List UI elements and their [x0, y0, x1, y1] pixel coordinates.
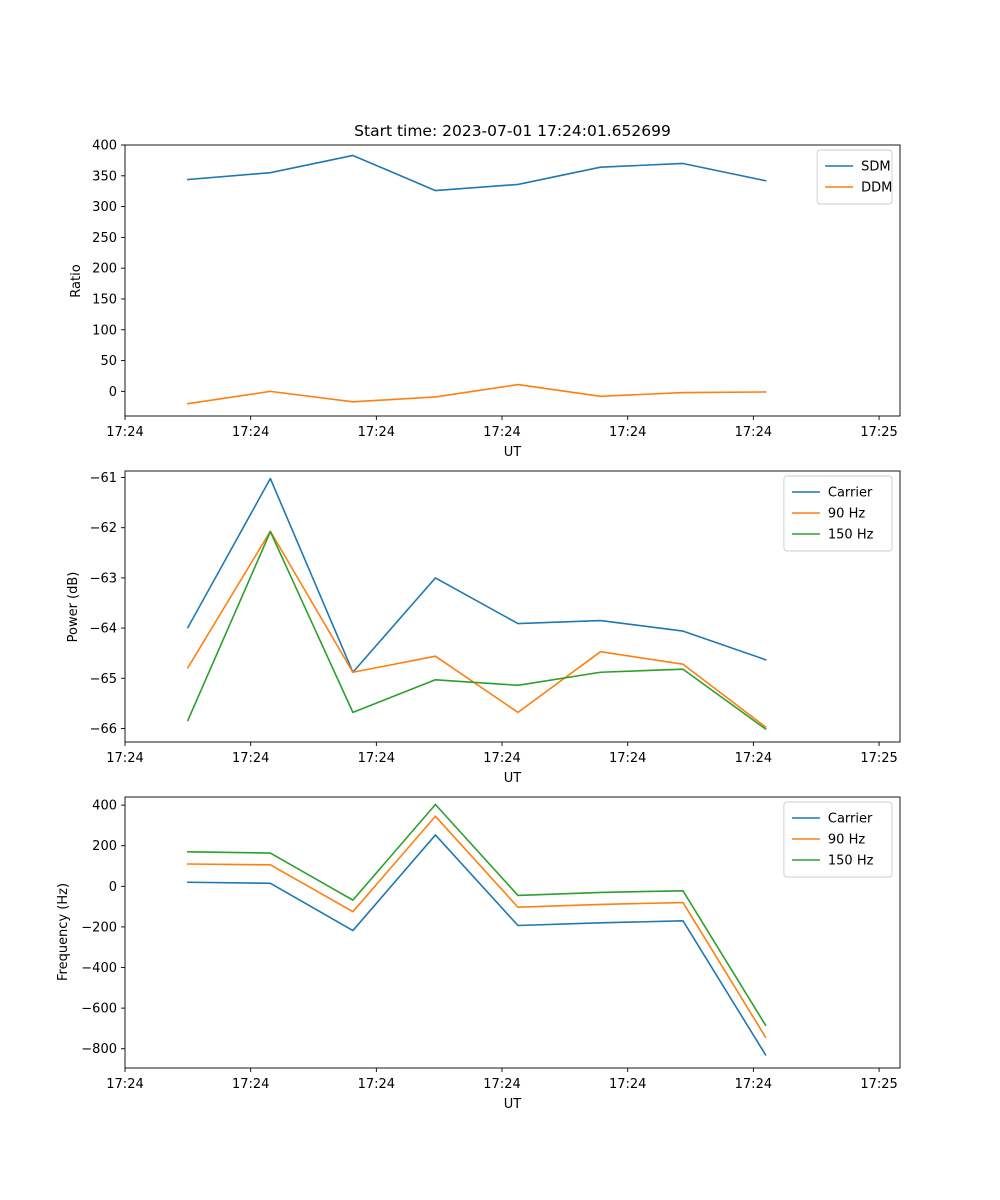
y-tick-label: 250 [92, 231, 117, 246]
series-line-90-hz [186, 530, 767, 729]
y-tick-label: 50 [100, 354, 117, 369]
y-axis-label: Power (dB) [66, 572, 81, 643]
frequency-series-lines [187, 803, 767, 1056]
y-tick-label: −61 [90, 471, 117, 486]
series-line-carrier [187, 834, 767, 1056]
x-tick-label: 17:24 [232, 751, 269, 766]
x-tick-label: 17:24 [735, 751, 772, 766]
x-tick-label: 17:24 [483, 1077, 520, 1092]
x-axis-label: UT [504, 445, 522, 460]
y-tick-label: 0 [109, 880, 117, 895]
x-tick-label: 17:24 [483, 425, 520, 440]
y-tick-label: 150 [92, 292, 117, 307]
ratio-series-lines [186, 154, 767, 405]
y-tick-label: 200 [92, 262, 117, 277]
y-tick-label: −63 [90, 571, 117, 586]
y-tick-label: −66 [90, 722, 117, 737]
legend-label: SDM [861, 160, 890, 175]
y-tick-label: −65 [90, 672, 117, 687]
power-legend: Carrier 90 Hz 150 Hz [783, 475, 893, 552]
y-tick-label: 400 [92, 799, 117, 814]
series-line-150-hz [186, 530, 767, 731]
y-tick-label: −62 [90, 521, 117, 536]
x-tick-label: 17:24 [358, 425, 395, 440]
legend-label: 150 Hz [828, 528, 874, 543]
series-line-150-hz [187, 803, 767, 1027]
x-tick-label: 17:24 [483, 751, 520, 766]
chart-title: Start time: 2023-07-01 17:24:01.652699 [354, 122, 671, 140]
y-axis-label: Ratio [69, 264, 84, 297]
plot-frame [124, 796, 901, 1069]
power-axis-ticks: 17:24 17:24 17:24 17:24 17:24 17:24 17:25 −66 −6… [90, 471, 898, 766]
y-tick-label: 300 [92, 200, 117, 215]
x-tick-label: 17:24 [735, 1077, 772, 1092]
legend-label: 90 Hz [828, 507, 865, 522]
x-tick-label: 17:24 [609, 425, 646, 440]
legend-label: Carrier [828, 812, 873, 827]
power-panel: UT Power (dB) 17:24 17:24 17:24 17:24 17:24 1… [66, 470, 901, 786]
x-tick-label: 17:24 [609, 1077, 646, 1092]
y-axis-label: Frequency (Hz) [56, 883, 71, 981]
y-tick-label: 400 [92, 139, 117, 154]
x-tick-label: 17:24 [358, 751, 395, 766]
ratio-panel: Start time: 2023-07-01 17:24:01.652699 U… [69, 122, 901, 460]
y-tick-label: −800 [81, 1042, 117, 1057]
y-tick-label: −200 [81, 920, 117, 935]
legend-box [816, 149, 893, 205]
y-tick-label: −64 [90, 622, 117, 637]
x-tick-label: 17:24 [232, 1077, 269, 1092]
plot-frame [124, 470, 901, 743]
power-series-lines [186, 477, 767, 731]
legend-label: 90 Hz [828, 833, 865, 848]
x-axis-label: UT [504, 771, 522, 786]
x-tick-label: 17:25 [860, 425, 897, 440]
ratio-axis-ticks: 17:24 17:24 17:24 17:24 17:24 17:24 17:25 0 50 10… [92, 139, 898, 441]
y-tick-label: −600 [81, 1002, 117, 1017]
y-tick-label: 100 [92, 323, 117, 338]
x-tick-label: 17:24 [735, 425, 772, 440]
frequency-axis-ticks: 17:24 17:24 17:24 17:24 17:24 17:24 17:25 −800 −… [81, 799, 898, 1092]
frequency-panel: UT Frequency (Hz) 17:24 17:24 17:24 17:24 17… [56, 796, 901, 1112]
legend-label: DDM [861, 181, 892, 196]
x-tick-label: 17:24 [609, 751, 646, 766]
legend-label: Carrier [828, 486, 873, 501]
y-tick-label: −400 [81, 961, 117, 976]
x-tick-label: 17:24 [106, 425, 143, 440]
series-line-90-hz [187, 815, 767, 1039]
x-tick-label: 17:24 [106, 1077, 143, 1092]
x-tick-label: 17:24 [358, 1077, 395, 1092]
legend-box [783, 475, 893, 552]
series-line-sdm [186, 154, 767, 192]
x-tick-label: 17:24 [106, 751, 143, 766]
plot-frame [124, 144, 901, 417]
x-tick-label: 17:24 [232, 425, 269, 440]
series-line-carrier [186, 477, 767, 674]
y-tick-label: 0 [109, 385, 117, 400]
series-line-ddm [186, 383, 767, 405]
y-tick-label: 350 [92, 169, 117, 184]
frequency-legend: Carrier 90 Hz 150 Hz [783, 801, 893, 878]
legend-label: 150 Hz [828, 854, 874, 869]
ratio-legend: SDM DDM [816, 149, 893, 205]
x-axis-label: UT [504, 1097, 522, 1112]
legend-box [783, 801, 893, 878]
y-tick-label: 200 [92, 839, 117, 854]
x-tick-label: 17:25 [860, 1077, 897, 1092]
x-tick-label: 17:25 [860, 751, 897, 766]
